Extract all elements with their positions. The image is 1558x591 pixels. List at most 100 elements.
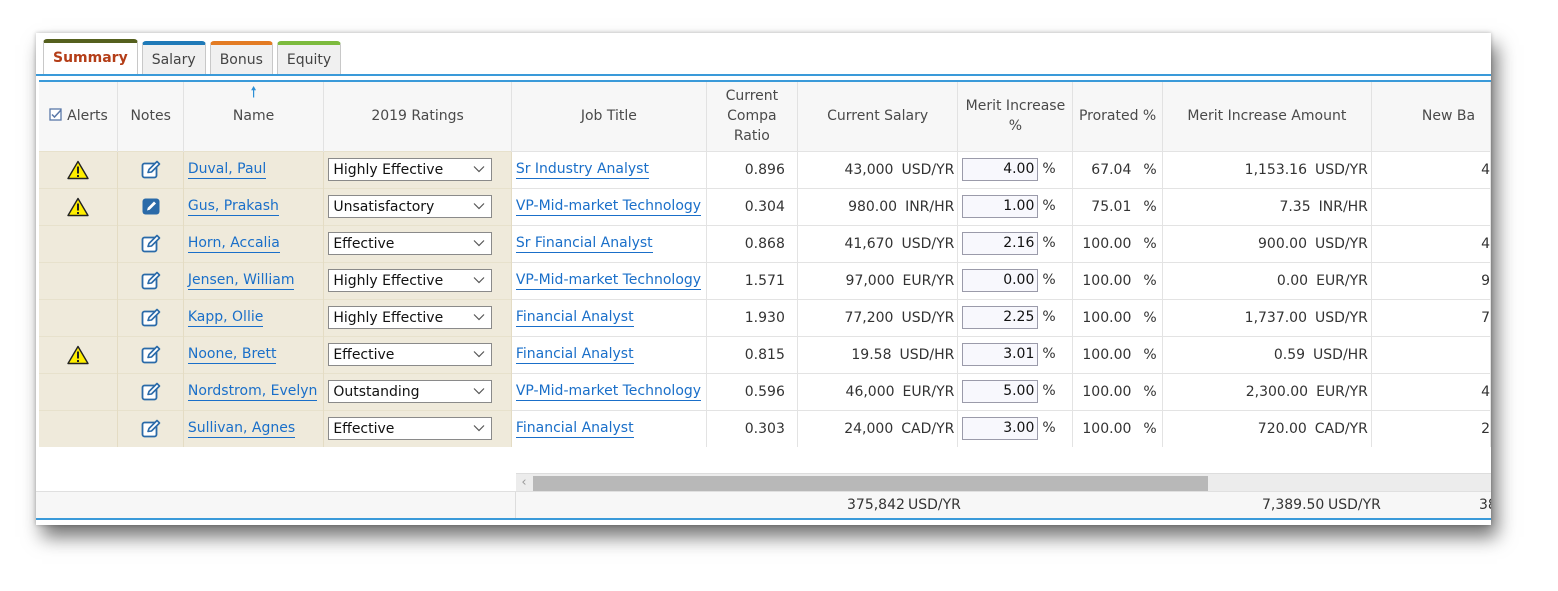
employee-name-link[interactable]: Duval, Paul bbox=[187, 160, 267, 179]
salary-value: 19.58 bbox=[851, 346, 892, 363]
job-title-cell: Sr Financial Analyst bbox=[511, 224, 707, 262]
col-name[interactable]: 🠕 Name bbox=[183, 80, 325, 151]
note-edit-icon[interactable] bbox=[141, 160, 161, 179]
merit-increase-input[interactable]: 1.00 bbox=[962, 195, 1039, 218]
chevron-down-icon bbox=[473, 388, 485, 395]
employee-name-link[interactable]: Noone, Brett bbox=[187, 345, 277, 364]
job-title-link[interactable]: Sr Financial Analyst bbox=[515, 234, 653, 253]
merit-amount-value: 1,737.00 bbox=[1244, 309, 1307, 326]
rating-cell: Effective bbox=[323, 409, 512, 447]
tab-bar: Summary Salary Bonus Equity bbox=[43, 39, 345, 75]
job-title-link[interactable]: VP-Mid-market Technology bbox=[515, 197, 702, 216]
merit-cell: 4.00% bbox=[957, 150, 1074, 188]
prorated-value: 100.00 bbox=[1082, 272, 1132, 289]
prorated-cell: 100.00% bbox=[1072, 335, 1163, 373]
col-ratings[interactable]: 2019 Ratings bbox=[323, 80, 512, 151]
rating-select-value: Effective bbox=[333, 235, 395, 252]
name-cell: Jensen, William bbox=[183, 261, 325, 299]
warning-triangle-icon[interactable] bbox=[67, 197, 89, 217]
employee-name-link[interactable]: Jensen, William bbox=[187, 271, 295, 290]
prorated-cell: 100.00% bbox=[1072, 409, 1163, 447]
tab-salary[interactable]: Salary bbox=[141, 41, 206, 75]
col-job-title[interactable]: Job Title bbox=[511, 80, 707, 151]
salary-unit: USD/HR bbox=[899, 346, 955, 363]
job-title-link[interactable]: Financial Analyst bbox=[515, 308, 634, 327]
merit-cell: 5.00% bbox=[957, 372, 1074, 410]
alert-cell bbox=[39, 261, 119, 299]
employee-name-link[interactable]: Kapp, Ollie bbox=[187, 308, 264, 327]
rating-cell: Effective bbox=[323, 335, 512, 373]
merit-increase-input[interactable]: 3.00 bbox=[962, 417, 1039, 441]
new-base-cell: 4 bbox=[1371, 372, 1491, 410]
merit-amount-value: 2,300.00 bbox=[1245, 383, 1309, 400]
employee-name-link[interactable]: Horn, Accalia bbox=[187, 234, 280, 253]
alerts-checkbox-icon bbox=[49, 108, 62, 121]
merit-pct-symbol: % bbox=[1042, 420, 1056, 437]
col-compa-ratio[interactable]: Current Compa Ratio bbox=[706, 80, 798, 151]
tab-summary[interactable]: Summary bbox=[43, 39, 138, 75]
col-new-base[interactable]: New Ba bbox=[1371, 80, 1491, 151]
note-edit-icon[interactable] bbox=[141, 382, 161, 401]
job-title-link[interactable]: VP-Mid-market Technology bbox=[515, 271, 702, 290]
prorated-cell: 100.00% bbox=[1072, 372, 1163, 410]
rating-select[interactable]: Effective bbox=[328, 232, 493, 255]
notes-cell bbox=[117, 298, 184, 336]
col-merit-amount[interactable]: Merit Increase Amount bbox=[1162, 80, 1372, 151]
employee-name-link[interactable]: Gus, Prakash bbox=[187, 197, 279, 216]
col-merit-l2: % bbox=[1008, 118, 1023, 135]
merit-amount-cell: 720.00 CAD/YR bbox=[1162, 409, 1372, 447]
sort-up-arrow-icon[interactable]: 🠕 bbox=[250, 83, 257, 101]
rating-select[interactable]: Effective bbox=[328, 417, 493, 441]
col-notes[interactable]: Notes bbox=[117, 80, 184, 151]
col-merit-increase[interactable]: Merit Increase % bbox=[957, 80, 1074, 151]
name-cell: Gus, Prakash bbox=[183, 187, 325, 225]
job-title-cell: VP-Mid-market Technology bbox=[511, 372, 707, 410]
job-title-link[interactable]: Financial Analyst bbox=[515, 419, 634, 438]
chevron-down-icon bbox=[473, 277, 485, 284]
rating-select[interactable]: Highly Effective bbox=[328, 306, 493, 329]
note-edit-icon[interactable] bbox=[141, 271, 161, 290]
notes-cell bbox=[117, 335, 184, 373]
merit-increase-input[interactable]: 2.16 bbox=[962, 232, 1039, 255]
rating-select[interactable]: Highly Effective bbox=[328, 158, 493, 181]
tab-bonus[interactable]: Bonus bbox=[209, 41, 273, 75]
note-edit-icon[interactable] bbox=[141, 345, 161, 364]
notes-cell bbox=[117, 261, 184, 299]
scrollbar-thumb[interactable] bbox=[533, 476, 1208, 491]
warning-triangle-icon[interactable] bbox=[67, 160, 89, 180]
col-alerts[interactable]: Alerts bbox=[39, 80, 119, 151]
compa-ratio-cell: 0.303 bbox=[706, 409, 798, 447]
scroll-left-arrow[interactable]: ‹ bbox=[521, 475, 527, 490]
merit-increase-input[interactable]: 0.00 bbox=[962, 269, 1039, 292]
merit-increase-input[interactable]: 5.00 bbox=[962, 380, 1039, 403]
new-base-cell bbox=[1371, 335, 1491, 373]
employee-name-link[interactable]: Sullivan, Agnes bbox=[187, 419, 296, 438]
merit-amount-unit: EUR/YR bbox=[1316, 272, 1368, 289]
warning-triangle-icon[interactable] bbox=[67, 345, 89, 365]
rating-select[interactable]: Highly Effective bbox=[328, 269, 493, 292]
compa-ratio-cell: 0.596 bbox=[706, 372, 798, 410]
job-title-link[interactable]: VP-Mid-market Technology bbox=[515, 382, 702, 401]
rating-select[interactable]: Effective bbox=[328, 343, 493, 366]
merit-amount-unit: USD/YR bbox=[1315, 161, 1368, 178]
merit-increase-input[interactable]: 4.00 bbox=[962, 158, 1039, 181]
notes-cell bbox=[117, 372, 184, 410]
current-salary-cell: 24,000 CAD/YR bbox=[797, 409, 959, 447]
rating-select[interactable]: Unsatisfactory bbox=[328, 195, 493, 218]
col-prorated[interactable]: Prorated % bbox=[1072, 80, 1163, 151]
note-edit-icon[interactable] bbox=[141, 234, 161, 253]
job-title-link[interactable]: Sr Industry Analyst bbox=[515, 160, 649, 179]
col-current-salary[interactable]: Current Salary bbox=[797, 80, 959, 151]
horizontal-scrollbar[interactable]: ‹ bbox=[516, 473, 1491, 491]
employee-name-link[interactable]: Nordstrom, Evelyn bbox=[187, 382, 318, 401]
prorated-pct-symbol: % bbox=[1143, 420, 1157, 437]
merit-increase-input[interactable]: 3.01 bbox=[962, 343, 1039, 366]
job-title-link[interactable]: Financial Analyst bbox=[515, 345, 634, 364]
note-edit-icon[interactable] bbox=[141, 308, 161, 327]
table-row: Sullivan, Agnes Effective Financial Analys… bbox=[39, 409, 1491, 447]
tab-equity[interactable]: Equity bbox=[276, 41, 342, 75]
note-filled-icon[interactable] bbox=[141, 197, 161, 216]
note-edit-icon[interactable] bbox=[141, 419, 161, 438]
rating-select[interactable]: Outstanding bbox=[328, 380, 493, 403]
merit-increase-input[interactable]: 2.25 bbox=[962, 306, 1039, 329]
